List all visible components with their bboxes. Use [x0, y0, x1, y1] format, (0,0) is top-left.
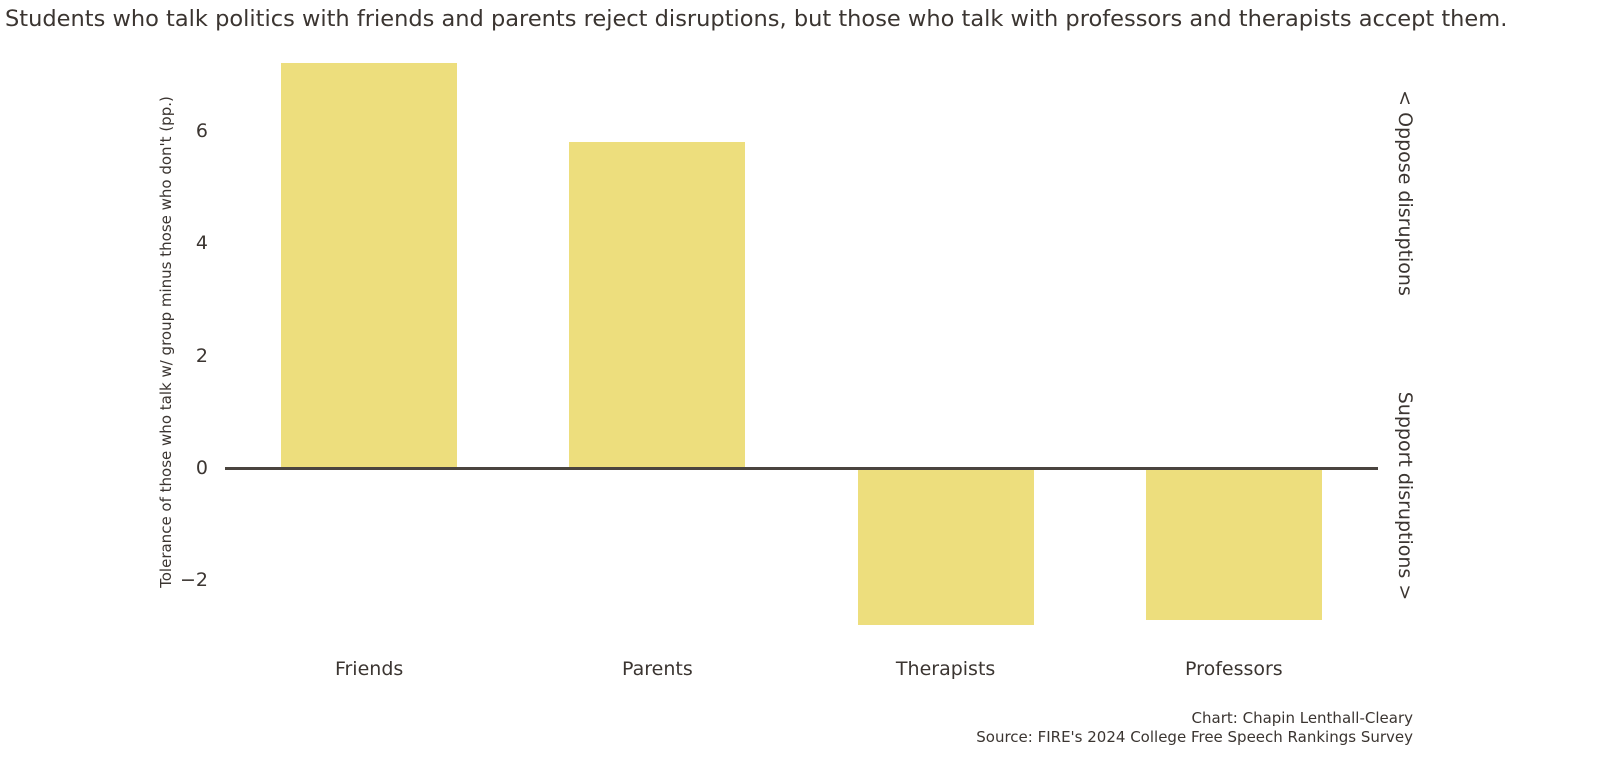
x-tick-label-parents: Parents	[622, 658, 693, 680]
x-tick-label-therapists: Therapists	[895, 658, 996, 680]
y-tick-label-6: 6	[195, 119, 208, 142]
bar-friends	[281, 63, 458, 468]
bar-professors	[1145, 468, 1322, 620]
chart-title: Students who talk politics with friends …	[5, 6, 1508, 32]
bar-therapists	[857, 468, 1034, 626]
credits: Chart: Chapin Lenthall-Cleary Source: FI…	[976, 709, 1413, 747]
y-tick-label-0: 0	[195, 457, 208, 479]
x-tick-label-friends: Friends	[334, 658, 404, 680]
y-tick-label-2: 2	[195, 344, 208, 367]
right-annotation-support: Support disruptions >	[1394, 391, 1416, 601]
credit-source: Source: FIRE's 2024 College Free Speech …	[976, 728, 1413, 746]
credit-chart-author: Chart: Chapin Lenthall-Cleary	[1191, 709, 1413, 727]
right-annotation-oppose: < Oppose disruptions	[1394, 90, 1416, 296]
x-tick-label-professors: Professors	[1185, 658, 1283, 680]
zero-axis-line	[225, 466, 1378, 470]
bar-parents	[569, 142, 746, 468]
y-tick-label--2: −2	[179, 569, 208, 592]
y-tick-label-4: 4	[195, 232, 208, 255]
